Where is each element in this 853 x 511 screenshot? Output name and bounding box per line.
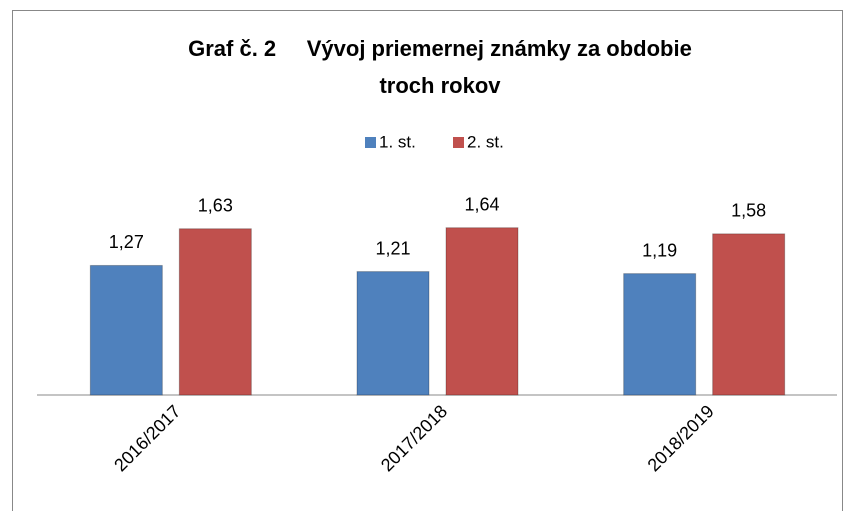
data-label: 1,58 (731, 201, 766, 221)
bar (89, 264, 163, 396)
legend-swatch (453, 137, 464, 148)
bar (445, 227, 519, 396)
data-label: 1,27 (109, 232, 144, 252)
legend-swatch (365, 137, 376, 148)
chart-title: Graf č. 2 Vývoj priemernej známky za obd… (188, 36, 692, 61)
chart-frame (12, 10, 843, 511)
legend-label: 1. st. (379, 132, 416, 151)
data-label: 1,64 (464, 194, 499, 214)
data-label: 1,21 (375, 238, 410, 258)
chart-title: troch rokov (379, 73, 501, 98)
bar (356, 271, 430, 396)
legend-label: 2. st. (467, 132, 504, 151)
data-label: 1,19 (642, 240, 677, 260)
bar (623, 273, 697, 396)
bar (712, 233, 786, 396)
bar (178, 228, 252, 396)
data-label: 1,63 (198, 195, 233, 215)
